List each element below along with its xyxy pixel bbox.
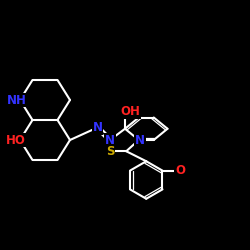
- Text: N: N: [135, 134, 145, 146]
- Text: N: N: [92, 121, 102, 134]
- Text: S: S: [106, 145, 114, 158]
- Text: OH: OH: [120, 105, 140, 118]
- Text: O: O: [175, 164, 185, 177]
- Text: HO: HO: [6, 134, 26, 146]
- Text: N: N: [105, 134, 115, 146]
- Text: NH: NH: [7, 94, 27, 106]
